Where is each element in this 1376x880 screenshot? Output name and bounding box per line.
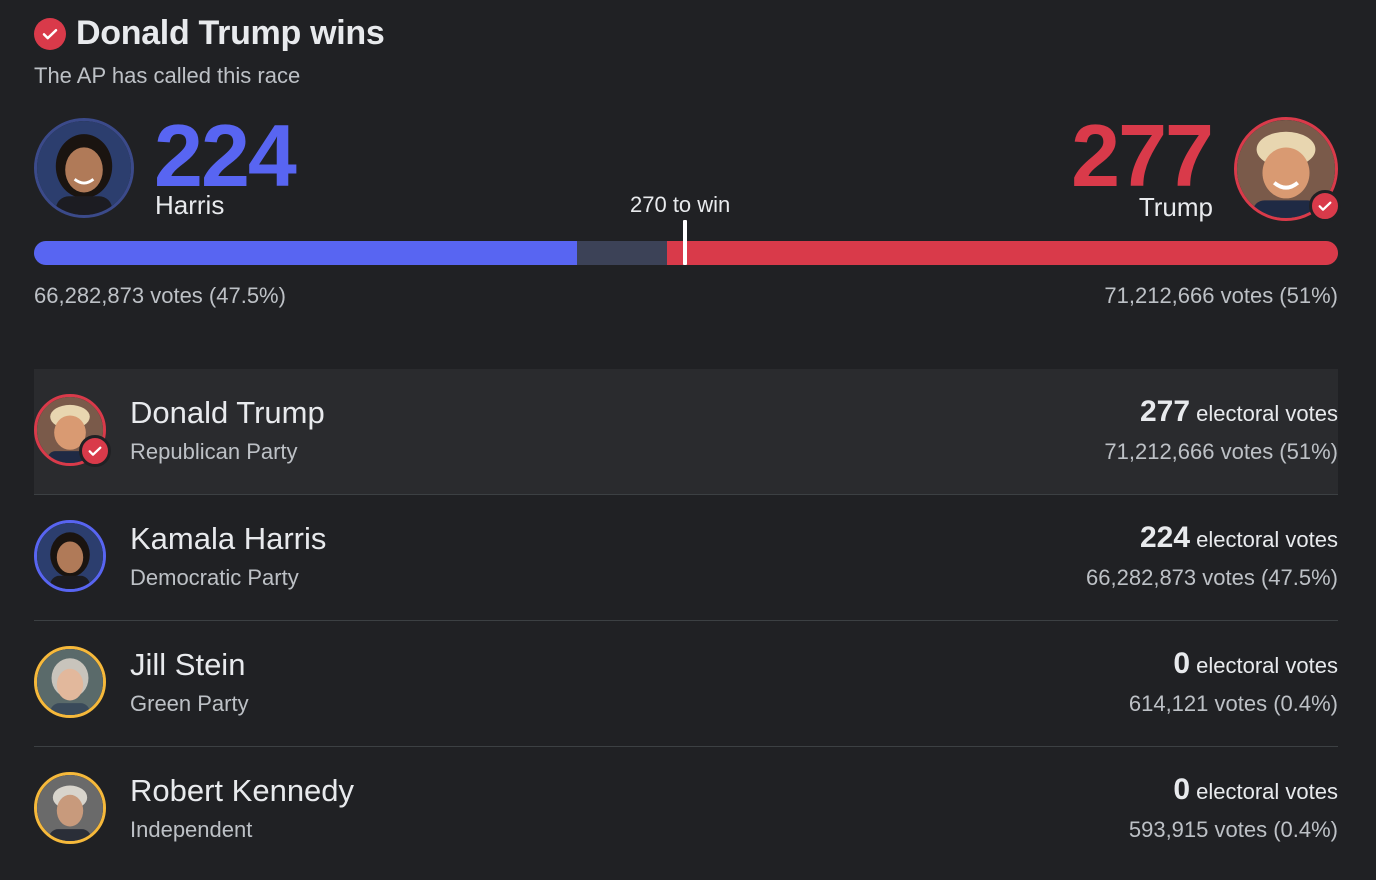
candidate-row-stein[interactable]: Jill Stein Green Party 0 electoral votes… xyxy=(34,621,1338,747)
candidate-party: Independent xyxy=(130,817,253,842)
electoral-count: 277 xyxy=(1139,395,1191,428)
candidate-popular-votes: 71,212,666 votes (51%) xyxy=(1104,439,1338,464)
harris-row-avatar xyxy=(34,520,106,592)
candidate-popular-votes: 66,282,873 votes (47.5%) xyxy=(1086,565,1338,590)
candidate-name: Donald Trump xyxy=(130,395,325,430)
harris-label: Harris xyxy=(155,190,225,220)
candidate-name: Kamala Harris xyxy=(130,521,327,556)
check-circle-icon xyxy=(34,17,66,50)
harris-avatar xyxy=(34,118,134,218)
electoral-count: 0 xyxy=(1173,647,1191,680)
harris-electoral-count: 224 xyxy=(154,106,297,205)
candidate-electoral: 277 electoral votes xyxy=(1140,395,1338,429)
to-win-label: 270 to win xyxy=(630,192,731,217)
trump-avatar xyxy=(1234,117,1341,222)
winner-check-icon xyxy=(1309,190,1341,222)
trump-popular-votes: 71,212,666 votes (51%) xyxy=(1104,283,1338,308)
bar-segment-trump xyxy=(666,241,1338,265)
candidate-party: Republican Party xyxy=(130,439,298,464)
candidate-row-harris[interactable]: Kamala Harris Democratic Party 224 elect… xyxy=(34,495,1338,621)
electoral-suffix: electoral votes xyxy=(1196,401,1338,426)
candidate-electoral: 0 electoral votes xyxy=(1173,773,1338,807)
candidate-party: Green Party xyxy=(130,691,249,716)
electoral-suffix: electoral votes xyxy=(1196,779,1338,804)
result-subtitle: The AP has called this race xyxy=(34,63,301,88)
trump-row-avatar xyxy=(34,394,111,467)
result-header: Donald Trump wins The AP has called this… xyxy=(34,14,385,89)
candidate-row-trump[interactable]: Donald Trump Republican Party 277 electo… xyxy=(34,369,1338,495)
stein-row-avatar xyxy=(34,646,106,718)
candidate-name: Robert Kennedy xyxy=(130,773,355,808)
bar-segment-harris xyxy=(34,241,577,265)
electoral-suffix: electoral votes xyxy=(1196,527,1338,552)
electoral-count: 224 xyxy=(1139,521,1191,554)
electoral-count: 0 xyxy=(1173,773,1191,806)
candidate-row-kennedy[interactable]: Robert Kennedy Independent 0 electoral v… xyxy=(34,747,1338,873)
candidate-list: Donald Trump Republican Party 277 electo… xyxy=(34,369,1338,873)
to-win-marker xyxy=(683,220,687,265)
candidate-popular-votes: 593,915 votes (0.4%) xyxy=(1128,817,1338,842)
trump-electoral-count: 277 xyxy=(1071,106,1214,205)
bar-segment-uncalled xyxy=(576,241,667,265)
candidate-electoral: 0 electoral votes xyxy=(1173,647,1338,681)
candidate-popular-votes: 614,121 votes (0.4%) xyxy=(1128,691,1338,716)
candidate-name: Jill Stein xyxy=(130,647,246,682)
result-title: Donald Trump wins xyxy=(76,14,385,52)
winner-check-icon xyxy=(79,435,111,467)
candidate-party: Democratic Party xyxy=(130,565,299,590)
kennedy-row-avatar xyxy=(34,772,106,844)
harris-popular-votes: 66,282,873 votes (47.5%) xyxy=(34,283,286,308)
electoral-suffix: electoral votes xyxy=(1196,653,1338,678)
candidate-electoral: 224 electoral votes xyxy=(1140,521,1338,555)
trump-label: Trump xyxy=(1138,192,1213,222)
